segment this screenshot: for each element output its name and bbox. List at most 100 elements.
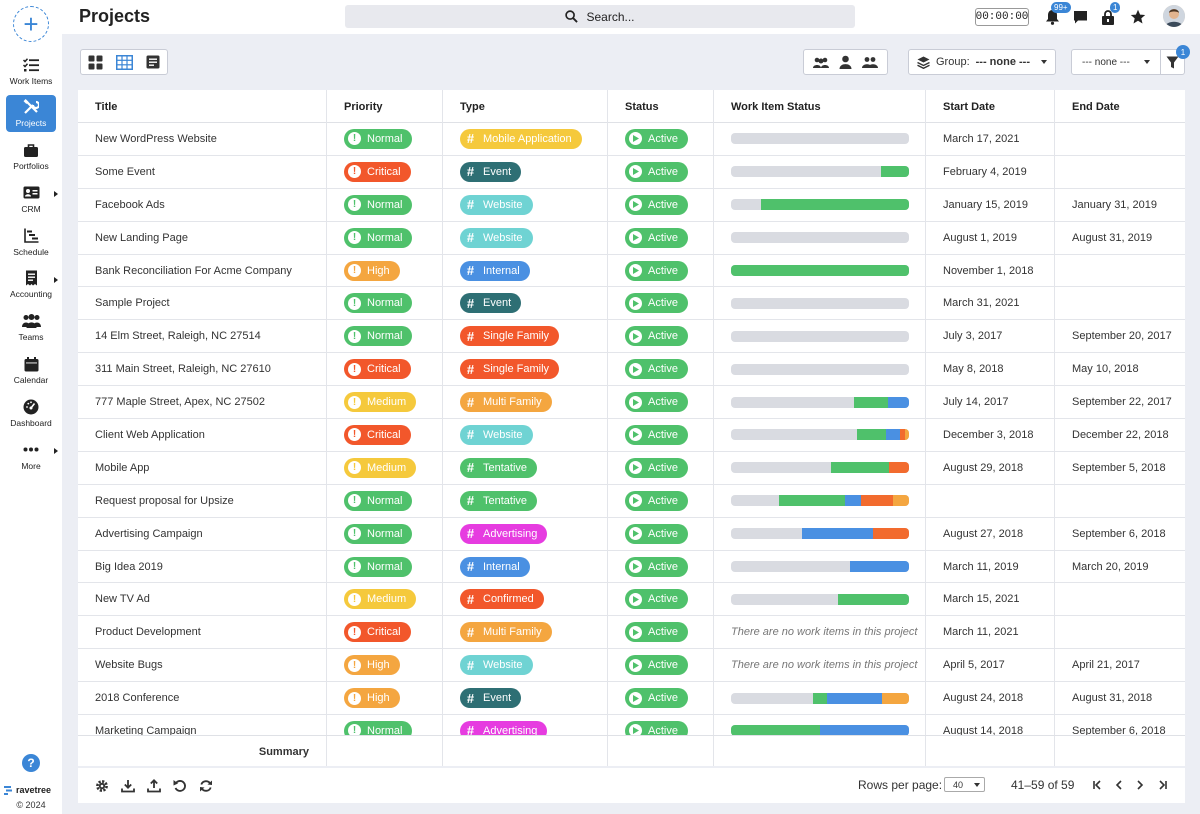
refresh-button[interactable] bbox=[193, 773, 219, 799]
priority-badge[interactable]: ! High bbox=[344, 655, 400, 676]
type-badge[interactable]: # Advertising bbox=[460, 720, 548, 735]
upload-button[interactable] bbox=[141, 773, 167, 799]
column-header-title[interactable]: Title bbox=[78, 90, 327, 123]
status-badge[interactable]: Active bbox=[625, 260, 688, 281]
status-badge[interactable]: Active bbox=[625, 457, 688, 478]
type-badge[interactable]: # Internal bbox=[460, 260, 530, 281]
status-badge[interactable]: Active bbox=[625, 556, 688, 577]
project-title[interactable]: Sample Project bbox=[78, 287, 327, 320]
table-row[interactable]: Advertising Campaign ! Normal # Advertising A… bbox=[78, 517, 1185, 551]
settings-button[interactable] bbox=[89, 773, 115, 799]
column-header-end-date[interactable]: End Date bbox=[1072, 100, 1120, 113]
type-badge[interactable]: # Single Family bbox=[460, 359, 560, 380]
status-badge[interactable]: Active bbox=[625, 424, 688, 445]
table-row[interactable]: New WordPress Website ! Normal # Mobile Appl… bbox=[78, 123, 1185, 156]
status-badge[interactable]: Active bbox=[625, 194, 688, 215]
type-badge[interactable]: # Advertising bbox=[460, 523, 548, 544]
project-title[interactable]: Request proposal for Upsize bbox=[78, 484, 327, 517]
priority-badge[interactable]: ! Critical bbox=[344, 424, 411, 445]
download-button[interactable] bbox=[115, 773, 141, 799]
type-badge[interactable]: # Single Family bbox=[460, 326, 560, 347]
project-title[interactable]: Some Event bbox=[78, 155, 327, 188]
sidebar-item-dashboard[interactable]: Dashboard bbox=[6, 394, 56, 431]
help-button[interactable]: ? bbox=[22, 754, 40, 772]
priority-badge[interactable]: ! High bbox=[344, 260, 400, 281]
column-header-type[interactable]: Type bbox=[443, 90, 608, 123]
project-title[interactable]: Website Bugs bbox=[78, 649, 327, 682]
table-row[interactable]: 14 Elm Street, Raleigh, NC 27514! Normal #… bbox=[78, 320, 1185, 354]
undo-button[interactable] bbox=[167, 773, 193, 799]
view-table-button[interactable] bbox=[110, 50, 139, 74]
table-row[interactable]: 311 Main Street, Raleigh, NC 27610! Criti… bbox=[78, 353, 1185, 387]
priority-badge[interactable]: ! Medium bbox=[344, 589, 417, 610]
first-page-button[interactable] bbox=[1090, 776, 1106, 794]
time-tracker[interactable]: 00:00:00 bbox=[975, 8, 1029, 26]
search-bar[interactable]: Search... bbox=[345, 5, 855, 28]
type-badge[interactable]: # Website bbox=[460, 655, 533, 676]
table-row[interactable]: Some Event! Critical # Event Active February … bbox=[78, 155, 1185, 189]
project-title[interactable]: 2018 Conference bbox=[78, 682, 327, 715]
team-filter-icon[interactable] bbox=[813, 56, 829, 69]
priority-badge[interactable]: ! High bbox=[344, 688, 400, 709]
view-cards-button[interactable] bbox=[81, 50, 110, 74]
status-badge[interactable]: Active bbox=[625, 720, 688, 735]
status-badge[interactable]: Active bbox=[625, 161, 688, 182]
sidebar-item-projects[interactable]: Projects bbox=[6, 94, 56, 132]
sidebar-item-accounting[interactable]: Accounting bbox=[6, 266, 58, 303]
priority-badge[interactable]: ! Normal bbox=[344, 523, 413, 544]
status-badge[interactable]: Active bbox=[625, 589, 688, 610]
table-row[interactable]: 777 Maple Street, Apex, NC 27502! Medium #… bbox=[78, 386, 1185, 420]
table-row[interactable]: Bank Reconciliation For Acme Company! Hig… bbox=[78, 254, 1185, 288]
priority-badge[interactable]: ! Critical bbox=[344, 359, 411, 380]
sidebar-item-calendar[interactable]: Calendar bbox=[6, 352, 56, 389]
project-title[interactable]: Advertising Campaign bbox=[78, 517, 327, 550]
status-badge[interactable]: Active bbox=[625, 392, 688, 413]
priority-badge[interactable]: ! Normal bbox=[344, 128, 413, 149]
type-badge[interactable]: # Website bbox=[460, 194, 533, 215]
status-badge[interactable]: Active bbox=[625, 326, 688, 347]
secondary-select[interactable]: --- none --- bbox=[1071, 49, 1161, 75]
type-badge[interactable]: # Mobile Application bbox=[460, 128, 582, 149]
type-badge[interactable]: # Confirmed bbox=[460, 589, 544, 610]
table-row[interactable]: Client Web Application! Critical # Website A… bbox=[78, 419, 1185, 452]
status-badge[interactable]: Active bbox=[625, 359, 688, 380]
project-title[interactable]: Product Development bbox=[78, 616, 327, 649]
project-title[interactable]: Marketing Campaign bbox=[78, 715, 327, 735]
priority-badge[interactable]: ! Medium bbox=[344, 392, 417, 413]
table-row[interactable]: Marketing Campaign! Normal # Advertising Act… bbox=[78, 715, 1185, 735]
project-title[interactable]: New WordPress Website bbox=[78, 123, 327, 155]
status-badge[interactable]: Active bbox=[625, 293, 688, 314]
favorites-button[interactable] bbox=[1129, 8, 1147, 26]
status-badge[interactable]: Active bbox=[625, 688, 688, 709]
priority-badge[interactable]: ! Normal bbox=[344, 194, 413, 215]
project-title[interactable]: New Landing Page bbox=[78, 221, 327, 254]
type-badge[interactable]: # Event bbox=[460, 161, 522, 182]
lock-button[interactable]: 1 bbox=[1099, 2, 1121, 26]
type-badge[interactable]: # Event bbox=[460, 688, 522, 709]
next-page-button[interactable] bbox=[1132, 776, 1148, 794]
table-row[interactable]: Big Idea 2019! Normal # Internal Active March… bbox=[78, 550, 1185, 584]
status-badge[interactable]: Active bbox=[625, 128, 688, 149]
table-row[interactable]: Mobile App! Medium # Tentative Active August … bbox=[78, 451, 1185, 485]
priority-badge[interactable]: ! Critical bbox=[344, 161, 411, 182]
table-row[interactable]: New Landing Page! Normal # Website Active Aug… bbox=[78, 221, 1185, 255]
table-row[interactable]: Facebook Ads! Normal # Website Active January… bbox=[78, 188, 1185, 222]
project-title[interactable]: Big Idea 2019 bbox=[78, 550, 327, 583]
type-badge[interactable]: # Tentative bbox=[460, 490, 538, 511]
column-header-priority[interactable]: Priority bbox=[327, 90, 443, 123]
sidebar-item-crm[interactable]: CRM bbox=[6, 180, 58, 217]
prev-page-button[interactable] bbox=[1111, 776, 1127, 794]
sidebar-item-portfolios[interactable]: Portfolios bbox=[6, 138, 56, 175]
status-badge[interactable]: Active bbox=[625, 523, 688, 544]
messages-button[interactable] bbox=[1071, 8, 1089, 26]
project-title[interactable]: 777 Maple Street, Apex, NC 27502 bbox=[78, 386, 327, 419]
project-title[interactable]: New TV Ad bbox=[78, 583, 327, 616]
column-header-start-date[interactable]: Start Date bbox=[926, 90, 1055, 123]
table-row[interactable]: Product Development! Critical # Multi Famil… bbox=[78, 616, 1185, 650]
user-avatar[interactable] bbox=[1163, 5, 1185, 27]
person-filter-icon[interactable] bbox=[839, 55, 852, 69]
last-page-button[interactable] bbox=[1153, 776, 1169, 794]
column-header-status[interactable]: Status bbox=[608, 90, 714, 123]
group-by-select[interactable]: Group: --- none --- bbox=[908, 49, 1056, 75]
table-row[interactable]: Website Bugs! High # Website Active There are… bbox=[78, 649, 1185, 683]
